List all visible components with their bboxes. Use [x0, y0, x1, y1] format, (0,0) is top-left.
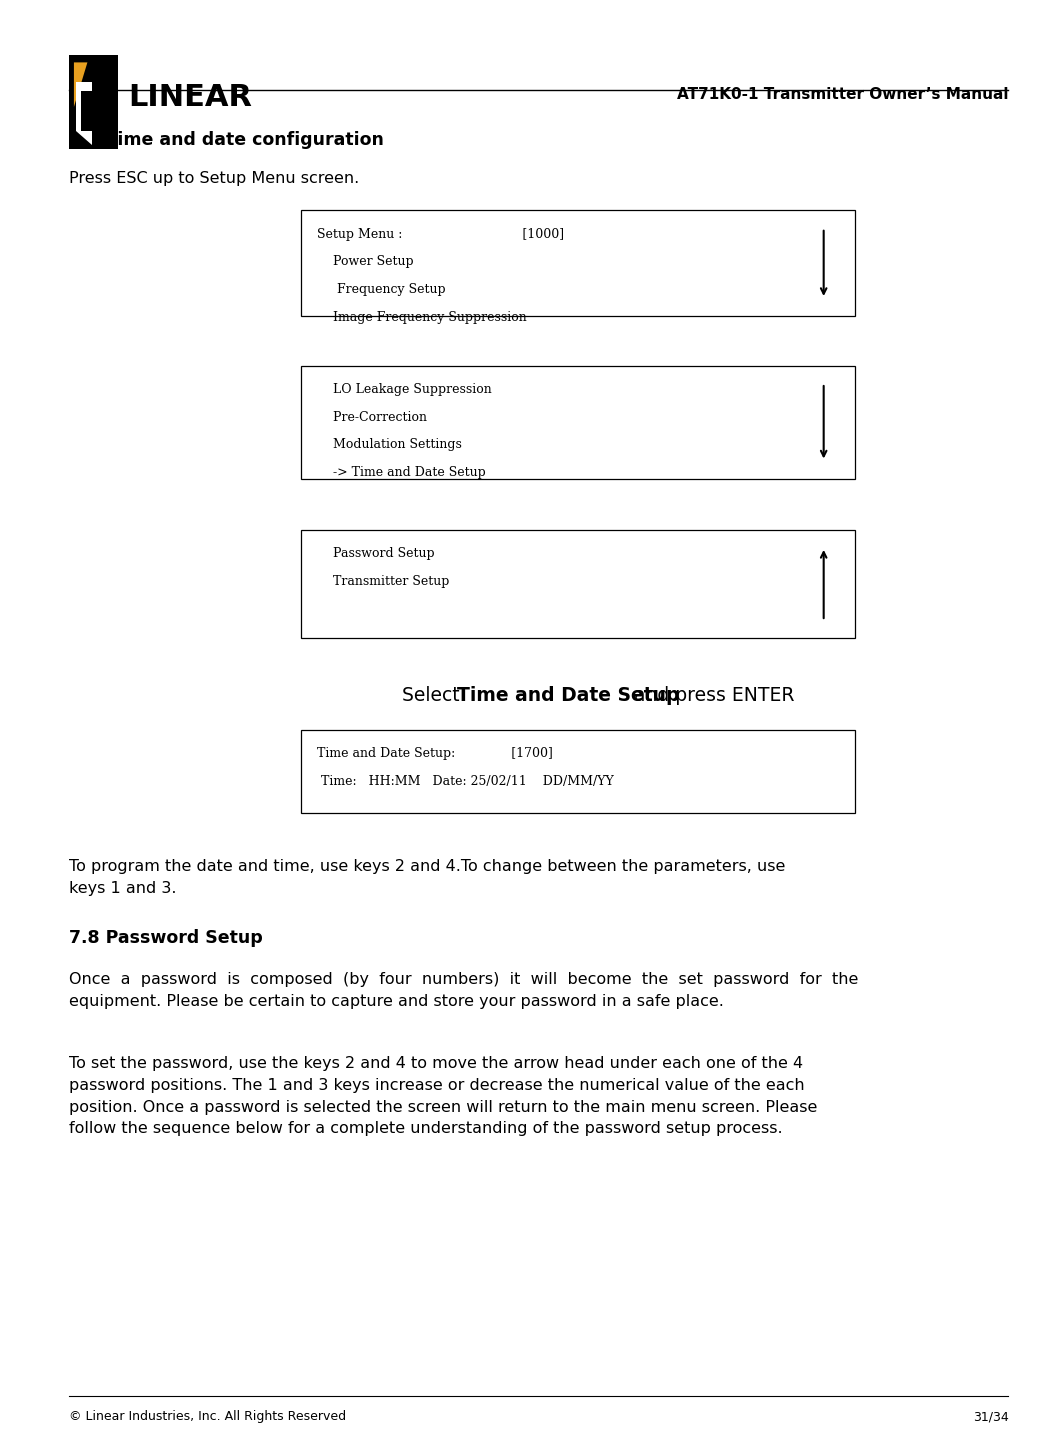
Text: Setup Menu :                              [1000]: Setup Menu : [1000]	[317, 228, 564, 241]
Bar	[301, 366, 855, 479]
Text: Pre-Correction: Pre-Correction	[317, 411, 427, 424]
Text: Modulation Settings: Modulation Settings	[317, 438, 461, 451]
Text: To program the date and time, use keys 2 and 4.To change between the parameters,: To program the date and time, use keys 2…	[69, 859, 785, 895]
Text: LINEAR: LINEAR	[129, 83, 252, 112]
Text: © Linear Industries, Inc. All Rights Reserved: © Linear Industries, Inc. All Rights Res…	[69, 1410, 345, 1423]
Bar	[301, 210, 855, 316]
Text: Time and Date Setup: Time and Date Setup	[457, 686, 680, 705]
Text: LO Leakage Suppression: LO Leakage Suppression	[317, 383, 491, 396]
Text: 7.7 Time and date configuration: 7.7 Time and date configuration	[69, 131, 383, 148]
Text: 31/34: 31/34	[973, 1410, 1008, 1423]
Text: and press ENTER: and press ENTER	[627, 686, 794, 705]
Polygon shape	[74, 62, 88, 107]
Text: Transmitter Setup: Transmitter Setup	[317, 575, 449, 588]
Text: Time and Date Setup:              [1700]: Time and Date Setup: [1700]	[317, 747, 552, 760]
Bar	[301, 530, 855, 638]
Text: Image Frequency Suppression: Image Frequency Suppression	[317, 311, 527, 324]
Text: Once  a  password  is  composed  (by  four  numbers)  it  will  become  the  set: Once a password is composed (by four num…	[69, 972, 859, 1008]
Text: To set the password, use the keys 2 and 4 to move the arrow head under each one : To set the password, use the keys 2 and …	[69, 1056, 817, 1136]
Text: Frequency Setup: Frequency Setup	[317, 283, 446, 296]
Text: AT71K0-1 Transmitter Owner’s Manual: AT71K0-1 Transmitter Owner’s Manual	[677, 87, 1008, 102]
Polygon shape	[76, 81, 92, 131]
Bar	[301, 730, 855, 813]
Text: Time:   HH:MM   Date: 25/02/11    DD/MM/YY: Time: HH:MM Date: 25/02/11 DD/MM/YY	[317, 775, 614, 788]
Text: Press ESC up to Setup Menu screen.: Press ESC up to Setup Menu screen.	[69, 171, 359, 186]
Text: 7.8 Password Setup: 7.8 Password Setup	[69, 929, 262, 946]
Text: Power Setup: Power Setup	[317, 255, 414, 268]
Bar	[69, 55, 118, 149]
Polygon shape	[76, 131, 92, 145]
Text: Select: Select	[401, 686, 466, 705]
Text: Password Setup: Password Setup	[317, 547, 434, 560]
Text: -> Time and Date Setup: -> Time and Date Setup	[317, 466, 486, 479]
